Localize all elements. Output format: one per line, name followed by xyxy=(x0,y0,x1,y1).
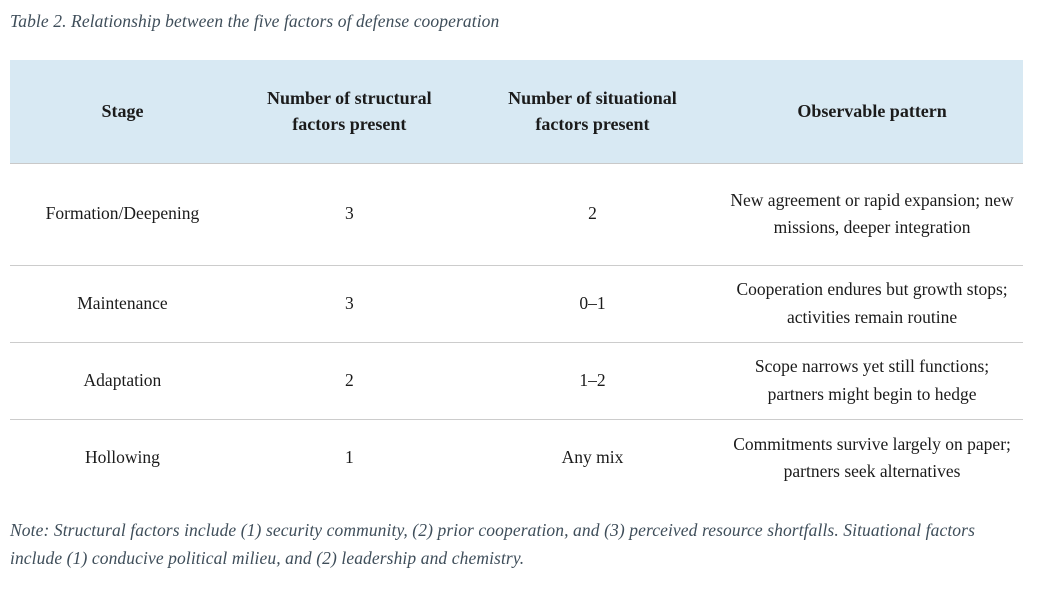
cell-stage: Maintenance xyxy=(10,265,235,343)
cell-observable-pattern-text: New agreement or rapid expansion; new mi… xyxy=(730,189,1014,237)
cell-stage: Hollowing xyxy=(85,447,160,468)
header-row: Stage Number of structural factors prese… xyxy=(10,60,1023,164)
column-header-observable-pattern: Observable pattern xyxy=(721,60,1023,164)
defense-cooperation-table: Stage Number of structural factors prese… xyxy=(10,60,1023,496)
table-row-adaptation: Adaptation 2 1–2 Scope narrows yet still… xyxy=(10,342,1023,420)
column-header-structural-factors: Number of structural factors present xyxy=(234,60,464,164)
column-header-stage-label: Stage xyxy=(101,101,144,122)
column-header-situational-factors-label: Number of situational factors present xyxy=(508,88,677,135)
column-header-stage: Stage xyxy=(10,60,235,164)
table-caption: Table 2. Relationship between the five f… xyxy=(10,11,500,31)
cell-observable-pattern-text: Commitments survive largely on paper; pa… xyxy=(733,433,1011,481)
table-note: Note: Structural factors include (1) sec… xyxy=(10,520,975,568)
cell-observable-pattern: Scope narrows yet still functions; partn… xyxy=(721,342,1023,420)
cell-situational-count: 1–2 xyxy=(463,342,722,420)
cell-observable-pattern: Cooperation endures but growth stops; ac… xyxy=(721,265,1023,343)
cell-stage: Adaptation xyxy=(10,342,235,420)
table-row-maintenance: Maintenance 3 0–1 Cooperation endures bu… xyxy=(10,265,1023,343)
column-header-structural-factors-label: Number of structural factors present xyxy=(267,88,432,135)
cell-situational-count: 2 xyxy=(463,163,722,266)
cell-structural-count: 2 xyxy=(234,342,464,420)
cell-observable-pattern: New agreement or rapid expansion; new mi… xyxy=(721,163,1023,266)
table-row-formation-deepening: Formation/Deepening 3 2 New agreement or… xyxy=(10,163,1023,266)
cell-stage: Formation/Deepening xyxy=(10,163,235,266)
column-header-observable-pattern-label: Observable pattern xyxy=(797,101,947,122)
cell-structural-count: 3 xyxy=(234,265,464,343)
cell-observable-pattern-text: Cooperation endures but growth stops; ac… xyxy=(736,279,1008,327)
cell-structural-count: 3 xyxy=(234,163,464,266)
cell-situational-count: Any mix xyxy=(561,447,624,468)
cell-observable-pattern-text: Scope narrows yet still functions; partn… xyxy=(754,356,990,404)
cell-situational-count: 0–1 xyxy=(463,265,722,343)
column-header-situational-factors: Number of situational factors present xyxy=(463,60,722,164)
cell-observable-pattern: Commitments survive largely on paper; pa… xyxy=(721,419,1023,496)
cell-structural-count: 1 xyxy=(344,447,354,468)
table-row-hollowing: Hollowing 1 Any mix Commitments survive … xyxy=(10,419,1023,496)
